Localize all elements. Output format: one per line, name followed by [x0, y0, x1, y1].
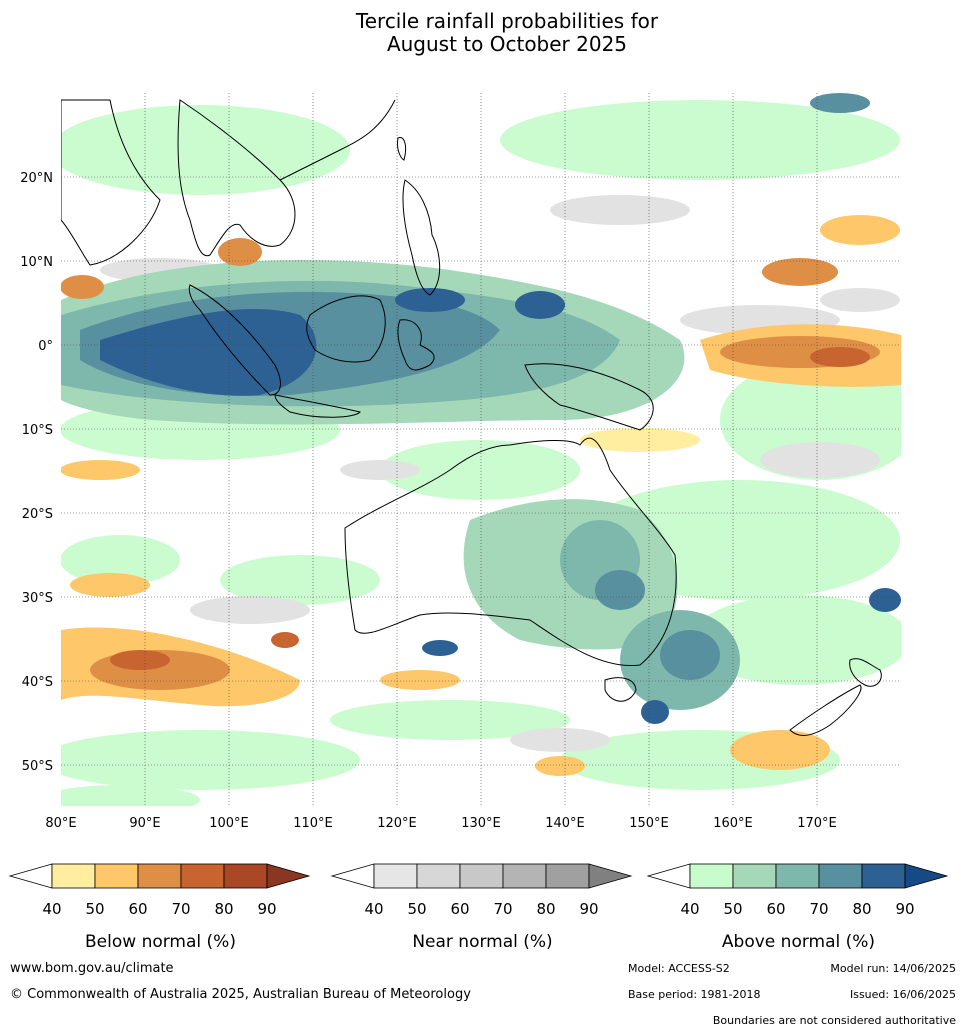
bom-climate-link[interactable]: www.bom.gov.au/climate: [10, 961, 174, 976]
coastlines: [61, 99, 882, 736]
cbar-tick: 50: [85, 900, 104, 918]
lon-label: 90°E: [129, 816, 160, 831]
cbar-low-extend: [330, 863, 375, 889]
cbar-seg-3: [775, 863, 820, 889]
nz-north-outline: [849, 658, 882, 687]
cbar-high-extend: [588, 863, 633, 889]
cbar-seg-1: [689, 863, 734, 889]
cbar-seg-4: [180, 863, 225, 889]
lat-label: 40°S: [22, 675, 53, 690]
lat-label: 20°S: [22, 507, 53, 522]
cbar-tick: 70: [493, 900, 512, 918]
lat-labels: 20°N 10°N 0° 10°S 20°S 30°S 40°S 50°S: [20, 171, 53, 774]
title-line-1: Tercile rainfall probabilities for: [355, 9, 659, 33]
cbar-tick: 80: [852, 900, 871, 918]
tasmania-outline: [604, 677, 637, 702]
java-outline: [274, 394, 361, 418]
china-coast: [279, 99, 396, 181]
lat-label: 0°: [38, 339, 53, 354]
lat-label: 50°S: [22, 759, 53, 774]
near-normal-colorbar: 40 50 60 70 80 90: [330, 862, 635, 924]
lon-label: 170°E: [797, 816, 837, 831]
cbar-seg-4: [502, 863, 547, 889]
sumatra-outline: [188, 284, 281, 396]
lon-label: 120°E: [377, 816, 417, 831]
lon-label: 110°E: [293, 816, 333, 831]
lat-label: 30°S: [22, 591, 53, 606]
boundaries-disclaimer: Boundaries are not considered authoritat…: [712, 1014, 956, 1027]
colorbar-svg: 40 50 60 70 80 90: [8, 863, 311, 918]
cbar-tick: 70: [171, 900, 190, 918]
sulawesi-outline: [397, 319, 435, 371]
lon-label: 140°E: [545, 816, 585, 831]
lon-labels: 80°E 90°E 100°E 110°E 120°E 130°E 140°E …: [45, 816, 836, 831]
philippines-outline: [402, 179, 441, 296]
above-normal-title: Above normal (%): [721, 932, 876, 952]
lon-label: 150°E: [629, 816, 669, 831]
cbar-seg-2: [94, 863, 139, 889]
cbar-seg-3: [137, 863, 182, 889]
cbar-low-extend: [8, 863, 53, 889]
above-normal-colorbar: 40 50 60 70 80 90: [646, 862, 951, 924]
cbar-tick: 40: [680, 900, 699, 918]
cbar-tick: 50: [407, 900, 426, 918]
cbar-tick: 90: [257, 900, 276, 918]
colorbar-svg: 40 50 60 70 80 90: [330, 863, 633, 918]
india-outline: [61, 99, 161, 266]
base-period: Base period: 1981-2018: [628, 988, 761, 1001]
cbar-tick: 80: [536, 900, 555, 918]
cbar-tick: 90: [895, 900, 914, 918]
cbar-low-extend: [646, 863, 691, 889]
cbar-tick: 70: [809, 900, 828, 918]
cbar-tick: 40: [42, 900, 61, 918]
near-normal-title: Near normal (%): [412, 932, 553, 952]
cbar-tick: 40: [364, 900, 383, 918]
cbar-tick: 50: [723, 900, 742, 918]
cbar-seg-5: [861, 863, 906, 889]
cbar-seg-5: [223, 863, 268, 889]
below-normal-title: Below normal (%): [85, 932, 236, 952]
cbar-seg-2: [732, 863, 777, 889]
issued-date: Issued: 16/06/2025: [849, 988, 956, 1001]
taiwan-outline: [397, 136, 407, 161]
forecast-map: 80°E 90°E 100°E 110°E 120°E 130°E 140°E …: [20, 93, 901, 831]
lon-label: 160°E: [713, 816, 753, 831]
australia-outline: [344, 437, 677, 667]
graticule: [61, 93, 901, 806]
new-guinea-outline: [524, 363, 654, 431]
cbar-tick: 60: [450, 900, 469, 918]
lon-label: 80°E: [45, 816, 76, 831]
lon-label: 130°E: [461, 816, 501, 831]
cbar-seg-1: [51, 863, 96, 889]
model-name: Model: ACCESS-S2: [628, 962, 730, 975]
model-run-date: Model run: 14/06/2025: [830, 962, 956, 975]
cbar-seg-5: [545, 863, 590, 889]
probability-fields: [61, 93, 901, 806]
indochina-outline: [177, 99, 296, 257]
lat-label: 20°N: [20, 171, 53, 186]
cbar-tick: 60: [766, 900, 785, 918]
cbar-seg-3: [459, 863, 504, 889]
copyright-notice: © Commonwealth of Australia 2025, Austra…: [10, 987, 471, 1002]
colorbar-svg: 40 50 60 70 80 90: [646, 863, 949, 918]
cbar-tick: 80: [214, 900, 233, 918]
map-title: Tercile rainfall probabilities for Augus…: [0, 10, 965, 56]
nz-south-outline: [789, 684, 862, 736]
cbar-seg-4: [818, 863, 863, 889]
cbar-seg-1: [373, 863, 418, 889]
lon-label: 100°E: [209, 816, 249, 831]
cbar-tick: 60: [128, 900, 147, 918]
below-normal-colorbar: 40 50 60 70 80 90: [8, 862, 313, 924]
cbar-seg-2: [416, 863, 461, 889]
cbar-tick: 90: [579, 900, 598, 918]
cbar-high-extend: [266, 863, 311, 889]
lat-label: 10°N: [20, 255, 53, 270]
cbar-high-extend: [904, 863, 949, 889]
borneo-outline: [306, 295, 386, 363]
title-line-2: August to October 2025: [386, 32, 628, 56]
map-panel: 80°E 90°E 100°E 110°E 120°E 130°E 140°E …: [0, 80, 965, 840]
lat-label: 10°S: [22, 423, 53, 438]
